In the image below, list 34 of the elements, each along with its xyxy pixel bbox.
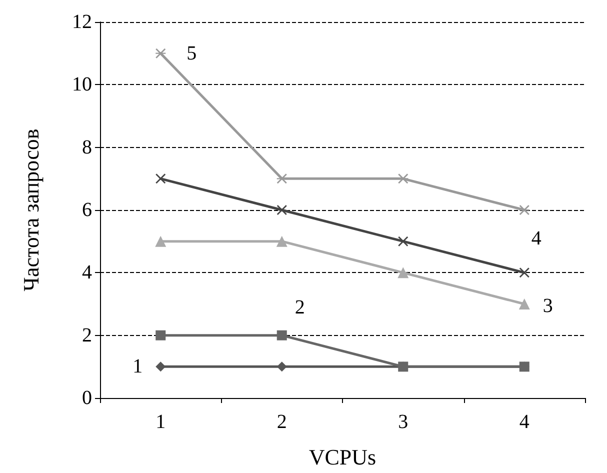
point [276,362,287,372]
y-tick-label: 10 [72,74,92,96]
y-tick-label: 6 [82,199,92,221]
point [156,362,166,372]
point [398,174,408,184]
point [156,330,166,340]
point [398,236,408,246]
y-tick-label: 12 [72,11,92,33]
y-tick-label: 8 [82,136,92,158]
point [276,330,287,340]
point [155,236,166,247]
point [156,48,166,58]
y-tick-label: 4 [82,262,92,284]
x-tick-label: 1 [156,411,166,433]
series-label: 1 [132,356,143,378]
y-tick-label: 2 [82,324,92,346]
point [398,267,409,278]
x-tick-label: 2 [276,411,287,433]
x-tick-label: 3 [398,411,408,433]
series-label: 2 [294,296,305,318]
point [276,236,288,247]
point [519,268,530,278]
x-axis-title: VCPUs [308,444,376,470]
point [276,205,287,215]
series-label: 4 [531,228,542,250]
point [156,174,166,184]
y-tick-label: 0 [82,387,92,409]
point [518,298,530,310]
series-label: 5 [186,42,197,64]
y-axis-title: Частота запросов [18,128,44,292]
point [276,174,287,184]
point [519,205,530,215]
series-label: 3 [542,295,553,317]
x-tick-label: 4 [519,411,530,433]
